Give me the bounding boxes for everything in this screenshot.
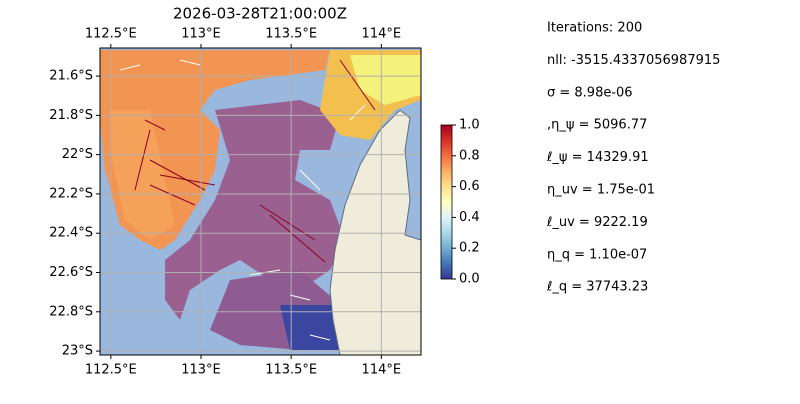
info-line: η_q = 1.10e-07 <box>547 247 647 262</box>
lon-tick-label: 113.5°E <box>265 363 317 378</box>
colorbar-tick-label: 0.8 <box>459 148 480 163</box>
colorbar-tick-label: 0.0 <box>459 272 480 287</box>
field-patch <box>165 100 345 320</box>
lat-tick-label: 22°S <box>62 147 93 162</box>
lon-tick-label: 113.5°E <box>265 27 317 42</box>
lon-tick-label: 114°E <box>362 363 402 378</box>
info-line: ℓ_ψ = 14329.91 <box>546 150 649 165</box>
lat-tick-label: 21.8°S <box>49 108 93 123</box>
lon-tick-label: 113°E <box>181 363 221 378</box>
graticule <box>100 48 421 355</box>
field-patch <box>280 305 345 350</box>
info-line: σ = 8.98e-06 <box>547 85 633 100</box>
map-field <box>100 48 421 355</box>
lat-tick-label: 22.2°S <box>49 186 93 201</box>
lon-tick-label: 112.5°E <box>85 27 137 42</box>
lon-tick-label: 114°E <box>362 27 402 42</box>
info-line: ℓ_uv = 9222.19 <box>546 215 648 230</box>
lat-tick-label: 22.4°S <box>49 226 93 241</box>
map-title: 2026-03-28T21:00:00Z <box>173 5 347 23</box>
info-line: Iterations: 200 <box>547 21 642 36</box>
colorbar-tick-label: 1.0 <box>459 118 480 133</box>
lat-tick-label: 23°S <box>62 344 93 359</box>
info-panel: Iterations: 200 nll: -3515.4337056987915 σ… <box>546 21 720 295</box>
current-arrows <box>134 59 376 263</box>
info-line: ℓ_q = 37743.23 <box>546 280 648 295</box>
colorbar-tick-label: 0.2 <box>459 241 480 256</box>
info-line: ,η_ψ = 5096.77 <box>547 118 647 133</box>
colorbar-tick-label: 0.4 <box>459 210 480 225</box>
field-patch <box>110 110 175 240</box>
info-line: η_uv = 1.75e-01 <box>547 183 655 198</box>
info-line: nll: -3515.4337056987915 <box>547 53 720 68</box>
lat-tick-label: 22.6°S <box>49 265 93 280</box>
colorbar <box>440 124 453 280</box>
lon-tick-label: 112.5°E <box>85 363 137 378</box>
lon-tick-label: 113°E <box>181 27 221 42</box>
map-frame <box>99 47 422 356</box>
field-patch <box>350 55 421 105</box>
land <box>329 109 421 355</box>
lat-tick-label: 22.8°S <box>49 304 93 319</box>
colorbar-tick-label: 0.6 <box>459 179 480 194</box>
lat-tick-label: 21.6°S <box>49 69 93 84</box>
